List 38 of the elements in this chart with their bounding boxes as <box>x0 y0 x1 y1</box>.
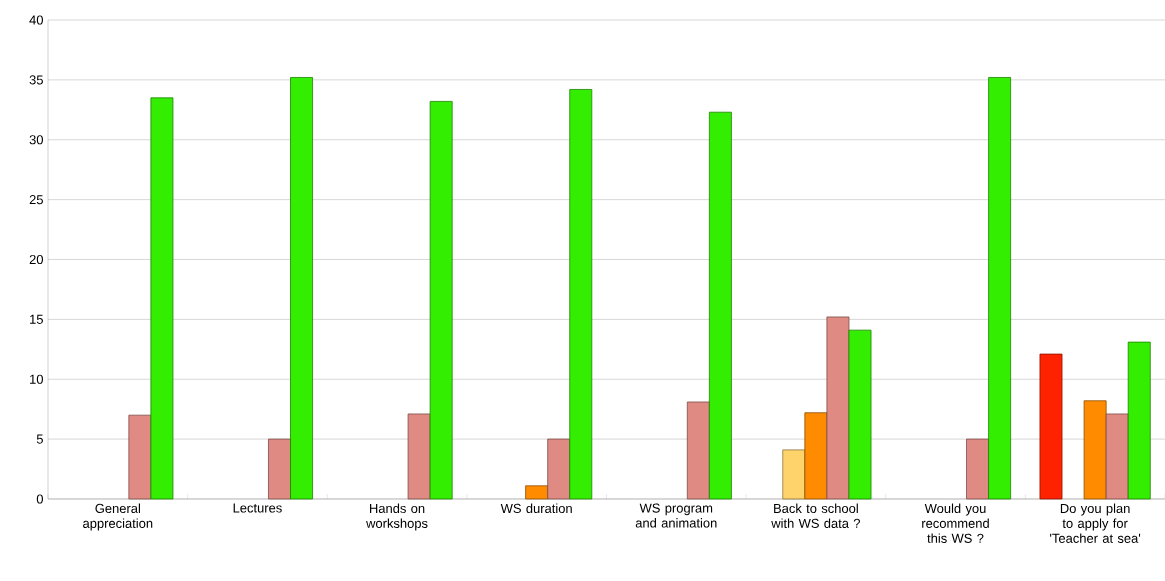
bar <box>1105 413 1129 500</box>
y-tick-label: 20 <box>29 254 43 265</box>
y-tick-label: 0 <box>36 494 43 504</box>
bar <box>988 77 1012 500</box>
bar <box>525 485 549 500</box>
y-tick-label: 35 <box>29 75 43 85</box>
bar <box>966 438 989 500</box>
bar <box>1039 353 1063 500</box>
x-tick-label: Back to school with WS data ? <box>771 503 861 528</box>
y-tick-label: 40 <box>29 15 43 25</box>
y-tick-label: 25 <box>29 195 43 205</box>
bar <box>804 412 828 500</box>
bar <box>826 316 850 500</box>
y-tick-label: 5 <box>36 434 43 444</box>
bar <box>782 449 806 500</box>
x-tick-label: Hands on workshops <box>366 503 428 531</box>
x-tick-label: Would you recommend this WS ? <box>922 503 989 543</box>
bar <box>150 97 174 500</box>
x-tick-label: Lectures <box>233 503 282 513</box>
y-tick-label: 15 <box>30 314 43 324</box>
bar <box>547 438 571 500</box>
bar <box>1083 400 1107 500</box>
bar <box>429 101 453 500</box>
x-tick-label: General appreciation <box>83 503 153 531</box>
x-tick-label: WS duration <box>500 503 572 514</box>
y-tick-label: 10 <box>30 374 43 384</box>
bar <box>128 414 152 500</box>
bar <box>708 111 732 500</box>
bar <box>569 89 593 500</box>
bar <box>407 413 431 500</box>
x-tick-label: WS program and animation <box>635 503 717 528</box>
y-tick-label: 30 <box>29 135 43 145</box>
bar <box>268 438 291 500</box>
bar <box>848 329 872 500</box>
bar <box>686 401 710 500</box>
bar <box>1127 341 1151 500</box>
bar <box>290 77 313 500</box>
x-tick-label: Do you plan to apply for 'Teacher at sea' <box>1050 503 1141 543</box>
